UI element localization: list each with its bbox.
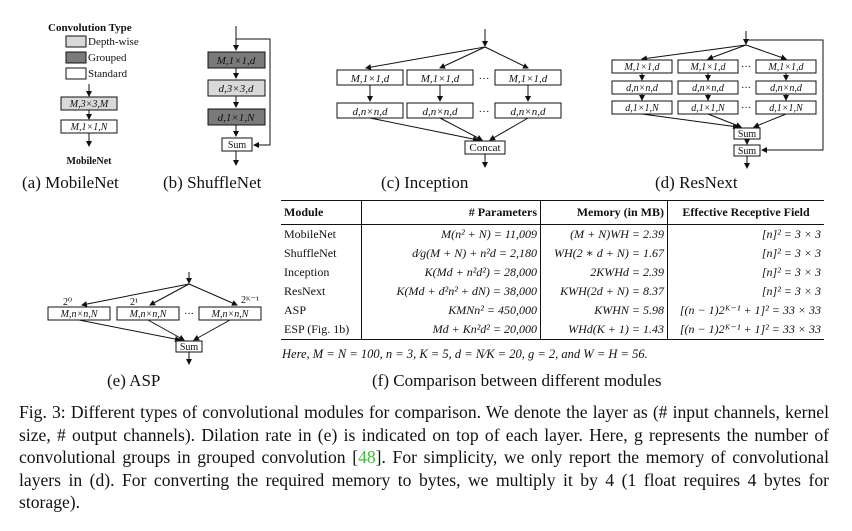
table-header-row: Module # Parameters Memory (in MB) Effec… xyxy=(281,200,824,225)
shufflenet-layer-2: d,3×3,d xyxy=(219,83,254,95)
cell-params: d⁄g(M + N) + n²d = 2,180 xyxy=(361,244,541,263)
cell-erf: [n]² = 3 × 3 xyxy=(761,246,821,260)
cell-memory: WH(2 ∗ d + N) = 1.67 xyxy=(540,244,668,263)
resnext-row3-2: d,1×1,N xyxy=(691,103,726,114)
resnext-sum-1: Sum xyxy=(738,129,757,140)
caption-shufflenet: (b) ShuffleNet xyxy=(163,173,262,192)
legend-label-depthwise: Depth-wise xyxy=(88,36,139,48)
asp-layer-2-label: M,n×n,N xyxy=(129,309,168,320)
resnext-row3-3: d,1×1,N xyxy=(769,103,804,114)
resnext-row1-3: M,1×1,d xyxy=(767,62,804,73)
citation-link[interactable]: 48 xyxy=(358,447,376,468)
cell-params: M(n² + N) = 11,009 xyxy=(361,224,541,244)
cell-module: ResNext xyxy=(281,282,362,301)
asp-layer-3-label: M,n×n,N xyxy=(211,309,250,320)
caption-mobilenet: (a) MobileNet xyxy=(22,173,119,192)
resnext-row1-2: M,1×1,d xyxy=(689,62,726,73)
mobilenet-layer-1: M,3×3,M xyxy=(69,99,109,110)
shufflenet-layer-1: M,1×1,d xyxy=(216,55,256,67)
legend-label-standard: Standard xyxy=(88,68,128,80)
cell-params: K(Md + n²d²) = 28,000 xyxy=(361,263,541,282)
cell-module: ESP (Fig. 1b) xyxy=(281,320,362,340)
inception-top-ellipsis: ··· xyxy=(479,73,490,85)
inception-bottom-ellipsis: ··· xyxy=(479,106,490,118)
cell-module: ShuffleNet xyxy=(281,244,362,263)
mobilenet-layer-2: M,1×1,N xyxy=(70,122,109,133)
mobilenet-name: MobileNet xyxy=(67,156,113,167)
table-row: Inception K(Md + n²d²) = 28,000 2KWHd = … xyxy=(281,263,824,282)
legend-swatch-standard xyxy=(65,67,87,80)
legend-title: Convolution Type xyxy=(48,22,132,34)
table-note: Here, M = N = 100, n = 3, K = 5, d = N⁄K… xyxy=(282,347,648,361)
caption-resnext: (d) ResNext xyxy=(655,173,738,192)
cell-memory: 2KWHd = 2.39 xyxy=(540,263,668,282)
legend-swatch-depthwise xyxy=(65,35,87,48)
cell-erf: [n]² = 3 × 3 xyxy=(761,284,821,298)
cell-module: Inception xyxy=(281,263,362,282)
caption-text-2: ]. For simplicity, we only report the me… xyxy=(19,447,830,513)
caption-inception: (c) Inception xyxy=(381,173,469,192)
resnext-sum-2: Sum xyxy=(738,146,757,157)
resnext-row2-2: d,n×n,d xyxy=(692,83,725,94)
header-module: Module xyxy=(281,200,362,225)
cell-memory: KWHN = 5.98 xyxy=(540,301,668,320)
table-row: ESP (Fig. 1b) Md + Kn²d² = 20,000 WHd(K … xyxy=(281,320,824,340)
inception-bottom-3: d,n×n,d xyxy=(511,106,546,118)
resnext-row3-1: d,1×1,N xyxy=(625,103,660,114)
header-parameters: # Parameters xyxy=(361,200,541,225)
resnext-row2-ellipsis: ··· xyxy=(741,83,751,94)
cell-erf: [(n − 1)2ᴷ⁻¹ + 1]² = 33 × 33 xyxy=(679,303,821,317)
inception-top-3: M,1×1,d xyxy=(508,73,548,85)
table-row: ASP KMNn² = 450,000 KWHN = 5.98 [(n − 1)… xyxy=(281,301,824,320)
inception-bottom-2: d,n×n,d xyxy=(423,106,458,118)
table-row: ShuffleNet d⁄g(M + N) + n²d = 2,180 WH(2… xyxy=(281,244,824,263)
inception-bottom-1: d,n×n,d xyxy=(353,106,388,118)
resnext-row2-1: d,n×n,d xyxy=(626,83,659,94)
figure-caption: Fig. 3: Different types of convolutional… xyxy=(19,401,829,514)
inception-top-1: M,1×1,d xyxy=(350,73,390,85)
cell-erf: [(n − 1)2ᴷ⁻¹ + 1]² = 33 × 33 xyxy=(679,322,821,336)
cell-erf: [n]² = 3 × 3 xyxy=(761,265,821,279)
caption-comparison: (f) Comparison between different modules xyxy=(372,371,662,390)
header-erf: Effective Receptive Field xyxy=(682,205,810,219)
table-row: ResNext K(Md + d²n² + dN) = 38,000 KWH(2… xyxy=(281,282,824,301)
cell-memory: WHd(K + 1) = 1.43 xyxy=(540,320,668,340)
cell-params: Md + Kn²d² = 20,000 xyxy=(361,320,541,340)
asp-sum: Sum xyxy=(180,342,199,353)
shufflenet-sum-node xyxy=(221,137,253,152)
inception-concat: Concat xyxy=(469,142,500,154)
cell-params: K(Md + d²n² + dN) = 38,000 xyxy=(361,282,541,301)
cell-module: MobileNet xyxy=(281,224,362,244)
legend-label-grouped: Grouped xyxy=(88,52,127,64)
legend-swatch-grouped xyxy=(65,51,87,64)
inception-top-2: M,1×1,d xyxy=(420,73,460,85)
cell-module: ASP xyxy=(281,301,362,320)
cell-erf: [n]² = 3 × 3 xyxy=(761,227,821,241)
resnext-row3-ellipsis: ··· xyxy=(741,103,751,114)
table-row: MobileNet M(n² + N) = 11,009 (M + N)WH =… xyxy=(281,224,824,244)
cell-params: KMNn² = 450,000 xyxy=(361,301,541,320)
cell-memory: (M + N)WH = 2.39 xyxy=(540,224,668,244)
resnext-row2-3: d,n×n,d xyxy=(770,83,803,94)
resnext-row1-1: M,1×1,d xyxy=(623,62,660,73)
caption-asp: (e) ASP xyxy=(107,371,161,390)
shufflenet-layer-3: d,1×1,N xyxy=(218,112,255,124)
asp-layer-1-label: M,n×n,N xyxy=(60,309,99,320)
asp-dilation-1: 2⁰ xyxy=(63,297,72,308)
resnext-row1-ellipsis: ··· xyxy=(741,62,751,73)
asp-ellipsis: ··· xyxy=(184,309,194,320)
header-memory: Memory (in MB) xyxy=(540,200,668,225)
cell-memory: KWH(2d + N) = 8.37 xyxy=(540,282,668,301)
asp-dilation-2: 2¹ xyxy=(130,297,138,308)
asp-dilation-3: 2ᴷ⁻¹ xyxy=(241,295,259,306)
caption-text-1: Fig. 3: Different types of convolutional… xyxy=(19,402,829,468)
shufflenet-sum: Sum xyxy=(228,140,247,151)
comparison-table: Module # Parameters Memory (in MB) Effec… xyxy=(281,200,824,340)
